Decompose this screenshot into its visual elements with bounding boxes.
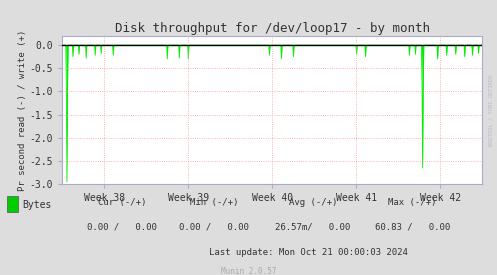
Text: Max (-/+): Max (-/+) [388, 198, 437, 207]
Text: Bytes: Bytes [22, 200, 52, 210]
Text: 26.57m/   0.00: 26.57m/ 0.00 [275, 223, 351, 232]
Text: Munin 2.0.57: Munin 2.0.57 [221, 267, 276, 275]
Text: Min (-/+): Min (-/+) [189, 198, 238, 207]
Y-axis label: Pr second read (-) / write (+): Pr second read (-) / write (+) [18, 29, 27, 191]
Text: 0.00 /   0.00: 0.00 / 0.00 [87, 223, 157, 232]
Text: 60.83 /   0.00: 60.83 / 0.00 [375, 223, 450, 232]
Text: Cur (-/+): Cur (-/+) [97, 198, 146, 207]
Title: Disk throughput for /dev/loop17 - by month: Disk throughput for /dev/loop17 - by mon… [115, 21, 429, 35]
Text: Avg (-/+): Avg (-/+) [289, 198, 337, 207]
Bar [7, 196, 18, 212]
Text: RRDTOOL / TOBI OETIKER: RRDTOOL / TOBI OETIKER [489, 74, 494, 146]
Text: 0.00 /   0.00: 0.00 / 0.00 [179, 223, 248, 232]
Text: Last update: Mon Oct 21 00:00:03 2024: Last update: Mon Oct 21 00:00:03 2024 [209, 248, 408, 257]
